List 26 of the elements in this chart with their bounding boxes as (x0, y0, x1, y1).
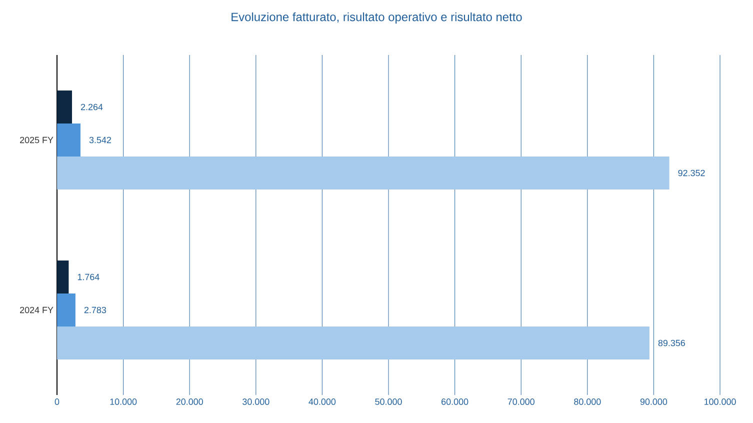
data-label: 1.764 (78, 274, 100, 280)
data-label: 2.783 (84, 306, 106, 314)
bar (57, 260, 69, 294)
y-tick-label: 2025 FY (20, 136, 54, 144)
data-label: 2.264 (80, 104, 103, 110)
y-tick-label: 2024 FY (20, 306, 54, 314)
x-tick-label: 10.000 (110, 398, 137, 405)
data-label: 3.542 (89, 136, 111, 144)
x-tick-label: 0 (54, 398, 60, 405)
x-tick-label: 40.000 (308, 398, 336, 405)
x-tick-label: 100.000 (704, 398, 736, 405)
bar (57, 90, 72, 124)
x-tick-label: 30.000 (242, 398, 270, 405)
data-label: 92.352 (678, 170, 705, 176)
bar (57, 156, 670, 190)
bar (57, 294, 76, 327)
x-tick-label: 20.000 (176, 398, 203, 405)
x-tick-label: 90.000 (640, 398, 668, 405)
chart-title: Evoluzione fatturato, risultato operativo e risultato netto (232, 12, 522, 24)
x-tick-label: 70.000 (508, 398, 534, 405)
bar (57, 124, 80, 156)
bar (57, 326, 650, 360)
x-tick-label: 50.000 (375, 398, 402, 405)
x-tick-label: 80.000 (574, 398, 601, 405)
data-label: 89.356 (658, 340, 685, 346)
x-tick-label: 60.000 (442, 398, 468, 405)
